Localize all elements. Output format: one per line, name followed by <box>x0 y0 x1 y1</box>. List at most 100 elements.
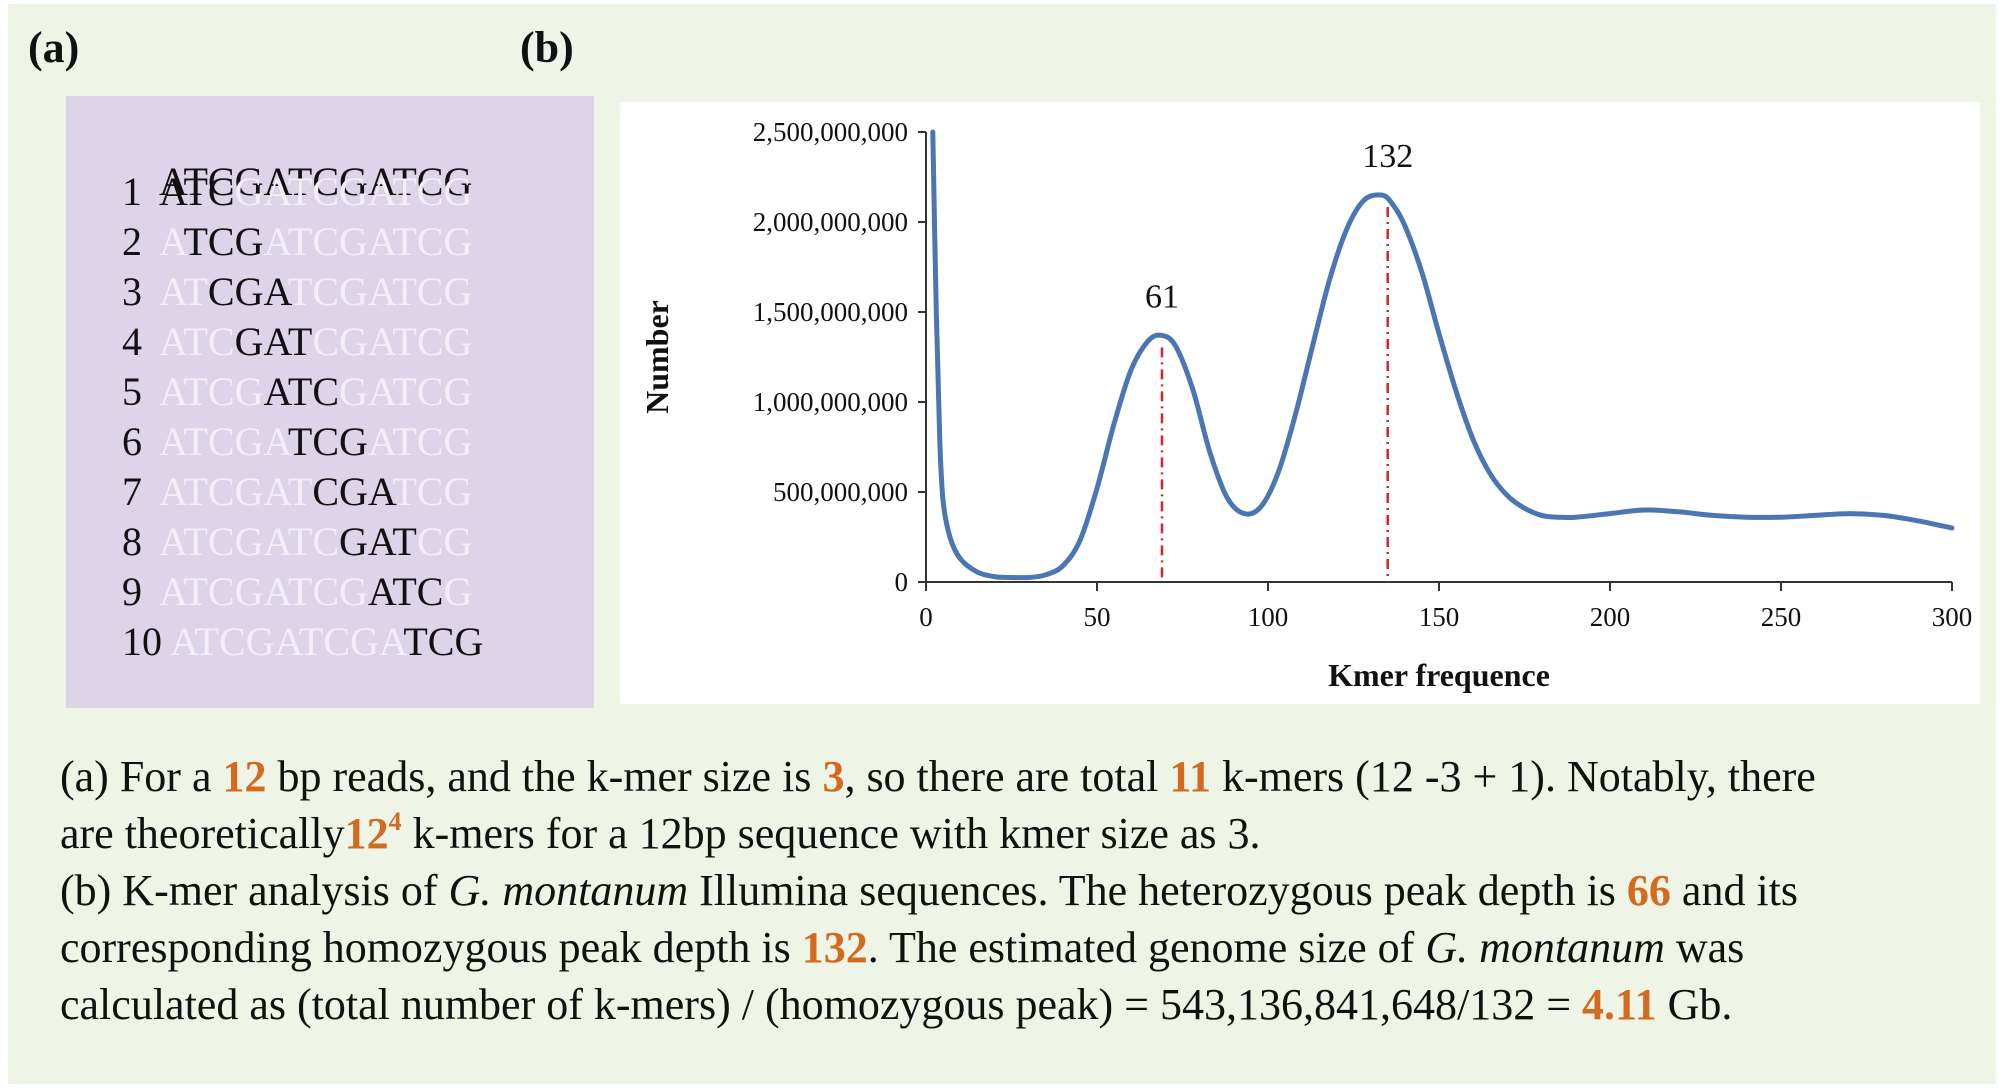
sequence-faded: ATCG <box>159 369 264 414</box>
y-tick-label: 2,000,000,000 <box>753 207 908 237</box>
caption-text: k-mers for a 12bp sequence with kmer siz… <box>401 809 1261 858</box>
sequence-faded: CG <box>416 519 473 564</box>
caption-text: Gb. <box>1656 980 1733 1029</box>
caption-text: are theoretically <box>60 809 345 858</box>
y-tick-label: 1,000,000,000 <box>753 387 908 417</box>
kmer-row-sequence: ATCGATCGATCG <box>159 322 472 362</box>
x-tick-label: 50 <box>1084 602 1111 632</box>
kmer-header-line: ATCGATCGATCG <box>66 122 472 242</box>
caption-line-2: are theoretically124 k-mers for a 12bp s… <box>60 805 1980 862</box>
kmer-row-sequence: ATCGATCGATCG <box>159 172 472 212</box>
theoretical-exponent-value: 4 <box>388 807 402 836</box>
kmer-highlight: TCG <box>287 419 368 464</box>
sequence-faded: GATCGATCG <box>234 169 473 214</box>
species-name: G. montanum <box>448 866 689 915</box>
kmer-highlight: GAT <box>234 319 313 364</box>
sequence-faded: A <box>159 219 184 264</box>
kmer-row-sequence: ATCGATCGATCG <box>159 572 472 612</box>
kmer-highlight: ATC <box>159 169 235 214</box>
sequence-faded: CGATCG <box>312 319 473 364</box>
caption-text: bp reads, and the k-mer size is <box>266 752 823 801</box>
caption-line-1: (a) For a 12 bp reads, and the k-mer siz… <box>60 748 1980 805</box>
x-axis-title: Kmer frequence <box>1328 657 1550 693</box>
sequence-faded: ATCGATCG <box>263 219 473 264</box>
caption-text: , so there are total <box>844 752 1170 801</box>
kmer-row-sequence: ATCGATCGATCG <box>159 422 472 462</box>
sequence-faded: ATC <box>159 319 235 364</box>
kmer-row-sequence: ATCGATCGATCG <box>159 522 472 562</box>
sequence-faded: ATCGATCG <box>159 569 368 614</box>
sequence-faded: AT <box>159 269 208 314</box>
kmer-row-number: 1 <box>122 169 142 214</box>
sequence-faded: ATCGATC <box>159 519 340 564</box>
sequence-faded: ATCGAT <box>159 469 313 514</box>
sequence-faded: TCG <box>392 469 473 514</box>
caption-line-3: (b) K-mer analysis of G. montanum Illumi… <box>60 862 1980 919</box>
kmer-row-number: 5 <box>122 369 142 414</box>
kmer-row-sequence: ATCGATCGATCG <box>159 372 472 412</box>
caption-text: was <box>1664 923 1745 972</box>
kmer-row-number: 3 <box>122 269 142 314</box>
sequence-faded: G <box>443 569 473 614</box>
heterozygous-peak-value: 66 <box>1626 866 1671 915</box>
kmer-highlight: CGA <box>312 469 393 514</box>
kmer-frequency-curve <box>930 129 1955 581</box>
kmer-row-number: 8 <box>122 519 142 564</box>
kmer-example-box: ATCGATCGATCG 1 ATCGATCGATCG 2 ATCGATCGATCG 3… <box>66 96 594 708</box>
y-axis-title: Number <box>639 300 675 414</box>
caption-text: (a) For a <box>60 752 223 801</box>
kmer-highlight: CGA <box>207 269 288 314</box>
species-name: G. montanum <box>1425 923 1665 972</box>
caption-text: . The estimated genome size of <box>867 923 1426 972</box>
caption-text: (b) K-mer analysis of <box>60 866 449 915</box>
kmer-row-sequence: ATCGATCGATCG <box>159 222 472 262</box>
x-tick-label: 0 <box>919 602 933 632</box>
kmer-highlight: GAT <box>339 519 417 564</box>
panel-label-a: (a) <box>28 23 80 72</box>
kmer-count-value: 11 <box>1169 752 1211 801</box>
kmer-highlight: TCG <box>183 219 264 264</box>
sequence-faded: ATCG <box>367 419 473 464</box>
x-tick-label: 150 <box>1419 602 1460 632</box>
kmer-row-sequence: ATCGATCGATCG <box>159 472 472 512</box>
caption-text: Illumina sequences. The heterozygous pea… <box>688 866 1627 915</box>
panel-label-b: (b) <box>520 23 574 72</box>
figure-caption: (a) For a 12 bp reads, and the k-mer siz… <box>60 748 1980 1033</box>
sequence-faded: ATCGATCGA <box>170 619 404 664</box>
y-tick-label: 2,500,000,000 <box>753 117 908 147</box>
y-tick-label: 500,000,000 <box>773 477 908 507</box>
x-tick-label: 200 <box>1590 602 1631 632</box>
caption-line-5: calculated as (total number of k-mers) /… <box>60 976 1980 1033</box>
caption-line-4: corresponding homozygous peak depth is 1… <box>60 919 1980 976</box>
figure: (a) (b) ATCGATCGATCG 1 ATCGATCGATCG 2 ATCGA… <box>8 4 1996 1084</box>
kmer-row-sequence: ATCGATCGATCG <box>170 622 483 662</box>
kmer-row-number: 7 <box>122 469 142 514</box>
homozygous-peak-value: 132 <box>801 923 868 972</box>
x-tick-label: 300 <box>1932 602 1973 632</box>
kmer-row-number: 10 <box>122 619 162 664</box>
x-tick-label: 100 <box>1248 602 1289 632</box>
kmer-row-number: 9 <box>122 569 142 614</box>
caption-text: k-mers (12 -3 + 1). Notably, there <box>1211 752 1816 801</box>
kmer-highlight: TCG <box>403 619 484 664</box>
kmer-highlight: ATC <box>263 369 340 414</box>
genome-size-value: 4.11 <box>1582 980 1657 1029</box>
kmer-highlight: ATC <box>367 569 444 614</box>
peak-label: 61 <box>1145 278 1179 315</box>
read-length-value: 12 <box>222 752 267 801</box>
kmer-row-number: 2 <box>122 219 142 264</box>
y-tick-label: 1,500,000,000 <box>753 297 908 327</box>
caption-text: corresponding homozygous peak depth is <box>60 923 802 972</box>
theoretical-base-value: 12 <box>344 809 389 858</box>
sequence-faded: TCGATCG <box>287 269 473 314</box>
caption-text: and its <box>1670 866 1799 915</box>
kmer-row-sequence: ATCGATCGATCG <box>159 272 472 312</box>
sequence-faded: ATCGA <box>159 419 288 464</box>
kmer-chart-svg: 0 500,000,000 1,000,000,000 1,500,000,000 2,… <box>639 117 1973 693</box>
kmer-row-number: 4 <box>122 319 142 364</box>
kmer-size-value: 3 <box>822 752 845 801</box>
x-tick-label: 250 <box>1761 602 1802 632</box>
kmer-row-number: 6 <box>122 419 142 464</box>
peak-label: 132 <box>1362 138 1413 175</box>
kmer-chart: 0 500,000,000 1,000,000,000 1,500,000,000 2,… <box>620 102 1980 704</box>
